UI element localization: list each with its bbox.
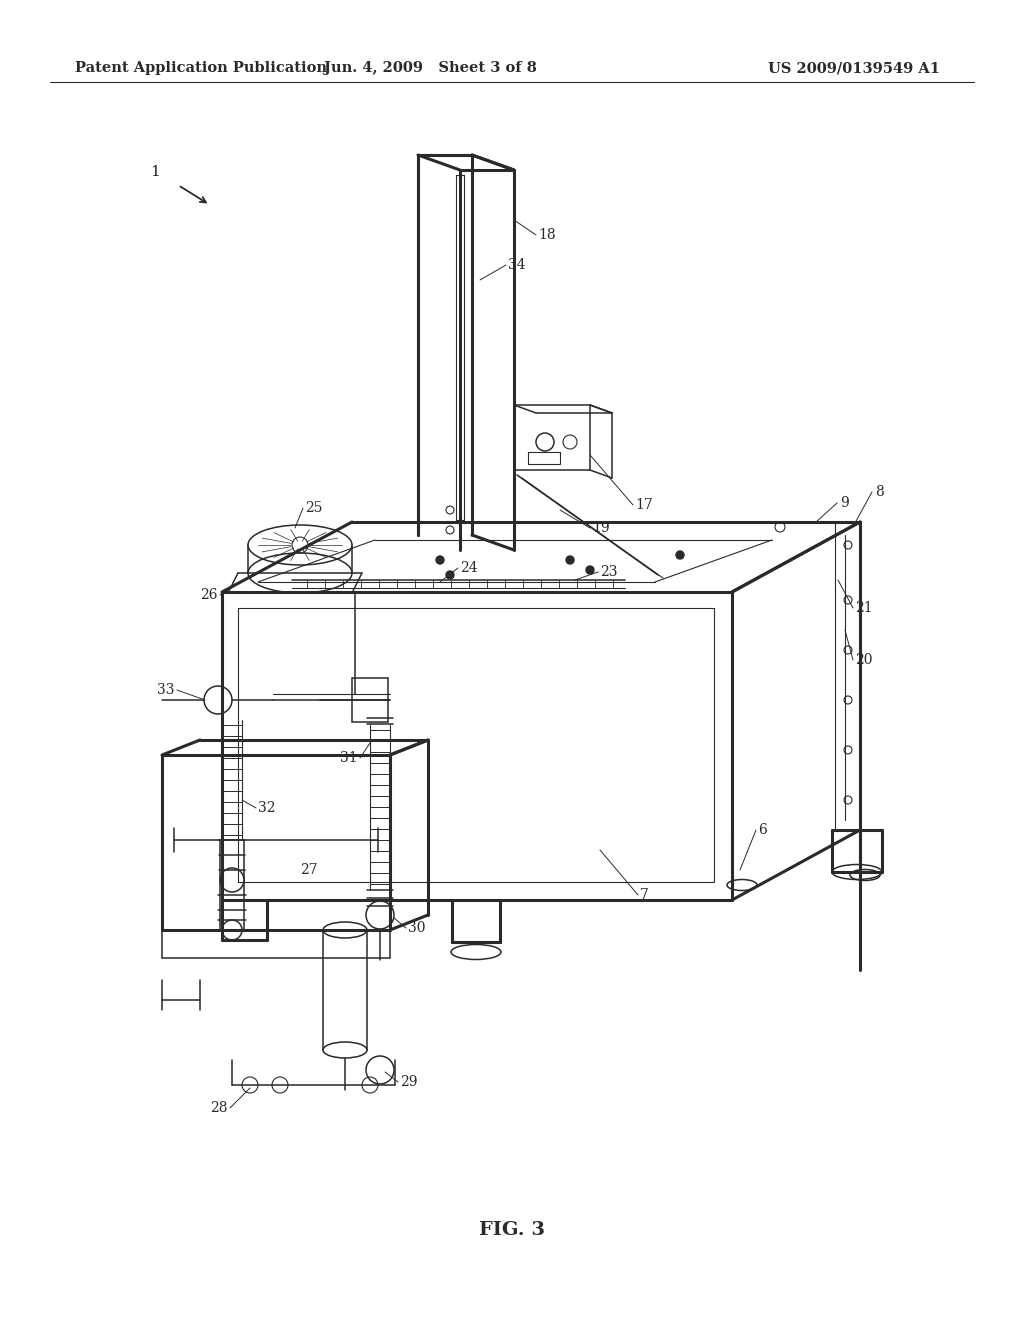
- Circle shape: [586, 566, 594, 574]
- Text: 20: 20: [855, 653, 872, 667]
- Text: 6: 6: [758, 822, 767, 837]
- Text: 23: 23: [600, 565, 617, 579]
- Text: 21: 21: [855, 601, 872, 615]
- Text: Patent Application Publication: Patent Application Publication: [75, 61, 327, 75]
- Text: 31: 31: [340, 751, 358, 766]
- Text: 24: 24: [460, 561, 477, 576]
- Text: 34: 34: [508, 257, 525, 272]
- Circle shape: [676, 550, 684, 558]
- Text: 7: 7: [640, 888, 649, 902]
- Bar: [352, 678, 388, 722]
- Text: 17: 17: [635, 498, 652, 512]
- Text: 19: 19: [592, 521, 609, 535]
- Text: 26: 26: [201, 587, 218, 602]
- Text: 25: 25: [305, 502, 323, 515]
- Text: 1: 1: [151, 165, 160, 180]
- Text: 29: 29: [400, 1074, 418, 1089]
- Text: 28: 28: [211, 1101, 228, 1115]
- Text: 33: 33: [158, 682, 175, 697]
- Circle shape: [446, 572, 454, 579]
- Text: US 2009/0139549 A1: US 2009/0139549 A1: [768, 61, 940, 75]
- Bar: [528, 451, 560, 465]
- Circle shape: [436, 556, 444, 564]
- Text: FIG. 3: FIG. 3: [479, 1221, 545, 1239]
- Text: 18: 18: [538, 228, 556, 242]
- Text: 9: 9: [840, 496, 849, 510]
- Text: 27: 27: [300, 863, 318, 876]
- Text: 30: 30: [408, 921, 426, 935]
- Text: 32: 32: [258, 801, 275, 814]
- Text: Jun. 4, 2009   Sheet 3 of 8: Jun. 4, 2009 Sheet 3 of 8: [324, 61, 537, 75]
- Text: 8: 8: [874, 484, 884, 499]
- Circle shape: [566, 556, 574, 564]
